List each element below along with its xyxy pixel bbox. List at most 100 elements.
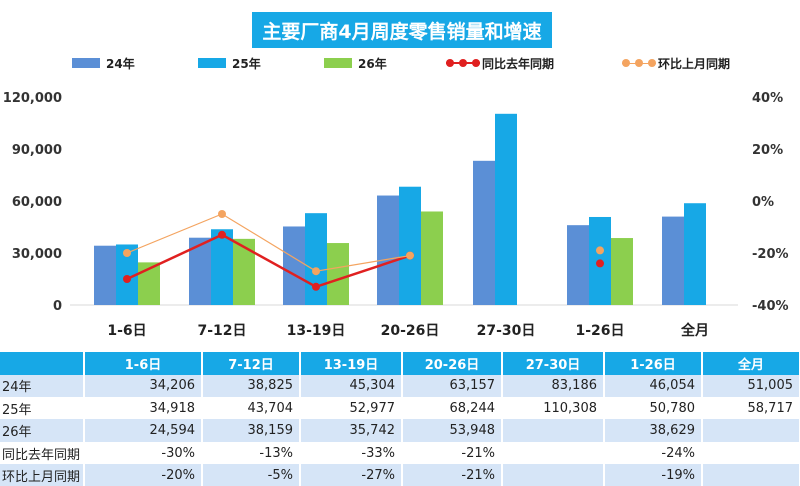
table-cell: 50,780 xyxy=(604,397,703,421)
legend-swatch-26 xyxy=(324,58,352,68)
point-环比上月同期 xyxy=(218,210,226,218)
table-cell: 38,825 xyxy=(202,375,301,398)
data-table: 1-6日 7-12日 13-19日 20-26日 27-30日 1-26日 全月… xyxy=(0,352,800,486)
legend-marker-mom xyxy=(622,56,656,70)
bar-26年 xyxy=(138,262,160,305)
table-cell: 52,977 xyxy=(300,397,403,421)
x-tick-label: 全月 xyxy=(680,322,709,339)
table-row: 26年 24,594 38,159 35,742 53,948 38,629 xyxy=(0,419,800,443)
table-header-cell: 1-26日 xyxy=(604,352,703,375)
table-cell: 38,159 xyxy=(202,419,301,443)
table-cell: 110,308 xyxy=(502,397,605,421)
table-cell: 63,157 xyxy=(402,375,503,398)
point-同比去年同期 xyxy=(596,259,604,268)
x-tick-label: 13-19日 xyxy=(287,323,346,339)
legend-item-24: 24年 xyxy=(72,55,135,71)
legend-swatch-24 xyxy=(72,58,100,68)
table-header-cell: 13-19日 xyxy=(300,352,403,375)
point-环比上月同期 xyxy=(406,251,414,260)
table-cell: -5% xyxy=(202,464,301,486)
bar-25年 xyxy=(399,186,421,305)
bar-24年 xyxy=(567,225,589,305)
bar-24年 xyxy=(473,160,495,305)
table-cell: 35,742 xyxy=(300,419,403,443)
point-环比上月同期 xyxy=(596,246,604,255)
table-row: 25年 34,918 43,704 52,977 68,244 110,308 … xyxy=(0,397,800,421)
bar-26年 xyxy=(611,238,633,305)
x-tick-label: 27-30日 xyxy=(477,323,536,339)
table-cell: 83,186 xyxy=(502,375,605,398)
bar-25年 xyxy=(116,244,138,305)
point-同比去年同期 xyxy=(218,230,226,239)
legend-label-yoy: 同比去年同期 xyxy=(482,56,555,71)
bar-24年 xyxy=(377,195,399,305)
legend-label-26: 26年 xyxy=(358,56,387,71)
table-row: 环比上月同期 -20% -5% -27% -21% -19% xyxy=(0,464,800,486)
x-tick-label: 20-26日 xyxy=(381,323,440,339)
y-left-tick-label: 30,000 xyxy=(12,247,62,262)
row-label: 24年 xyxy=(0,375,85,398)
chart-plot: 0 30,000 60,000 90,000 120,000 -40% -20% 0% 20% 4… xyxy=(3,91,789,339)
point-同比去年同期 xyxy=(123,275,131,283)
y-left-tick-label: 60,000 xyxy=(12,195,62,210)
table-cell: 51,005 xyxy=(702,375,800,398)
table-header-cell: 27-30日 xyxy=(502,352,605,375)
table-cell: 43,704 xyxy=(202,397,301,421)
table-cell xyxy=(502,419,605,443)
y-right-tick-label: -40% xyxy=(752,299,789,314)
bar-24年 xyxy=(189,237,211,305)
legend-item-25: 25年 xyxy=(198,55,261,71)
point-环比上月同期 xyxy=(312,267,320,276)
row-label: 25年 xyxy=(0,397,85,421)
bar-26年 xyxy=(327,243,349,305)
y-left-tick-label: 0 xyxy=(53,299,62,314)
y-left-tick-label: 120,000 xyxy=(3,91,62,106)
table-cell: -13% xyxy=(202,442,301,466)
table-cell xyxy=(502,442,605,466)
bar-25年 xyxy=(211,229,233,305)
x-tick-label: 7-12日 xyxy=(197,323,246,339)
table-cell: -21% xyxy=(402,442,503,466)
legend-swatch-25 xyxy=(198,58,226,68)
point-环比上月同期 xyxy=(123,249,131,257)
row-label: 环比上月同期 xyxy=(0,464,85,486)
x-tick-label: 1-6日 xyxy=(107,323,146,339)
legend-item-mom: 环比上月同期 xyxy=(622,55,730,71)
table-header-cell: 1-6日 xyxy=(84,352,203,375)
table-cell: 46,054 xyxy=(604,375,703,398)
bar-24年 xyxy=(662,216,684,305)
table-cell: 53,948 xyxy=(402,419,503,443)
table-cell: 58,717 xyxy=(702,397,800,421)
row-label: 26年 xyxy=(0,419,85,443)
point-同比去年同期 xyxy=(312,282,320,291)
y-right-tick-label: 20% xyxy=(752,143,783,158)
legend-item-yoy: 同比去年同期 xyxy=(446,55,554,71)
table-row: 24年 34,206 38,825 45,304 63,157 83,186 4… xyxy=(0,375,800,398)
chart-title: 主要厂商4月周度零售销量和增速 xyxy=(252,12,552,48)
row-label: 同比去年同期 xyxy=(0,442,85,466)
bar-25年 xyxy=(305,213,327,305)
table-corner xyxy=(0,352,85,375)
y-left-tick-label: 90,000 xyxy=(12,143,62,158)
legend-item-26: 26年 xyxy=(324,55,387,71)
table-cell: 45,304 xyxy=(300,375,403,398)
table-header-cell: 20-26日 xyxy=(402,352,503,375)
line-环比上月同期 xyxy=(126,213,411,272)
table-cell: -30% xyxy=(84,442,203,466)
bar-25年 xyxy=(684,203,706,305)
table-cell: 34,918 xyxy=(84,397,203,421)
bar-25年 xyxy=(495,113,517,305)
bar-24年 xyxy=(283,226,305,305)
table-cell xyxy=(702,419,800,443)
x-tick-label: 1-26日 xyxy=(575,323,624,339)
table-header-row: 1-6日 7-12日 13-19日 20-26日 27-30日 1-26日 全月 xyxy=(0,352,800,375)
y-right-tick-label: 0% xyxy=(752,195,774,210)
table-cell: 68,244 xyxy=(402,397,503,421)
legend-label-25: 25年 xyxy=(232,56,261,71)
table-header-cell: 7-12日 xyxy=(202,352,301,375)
legend-label-mom: 环比上月同期 xyxy=(658,56,731,71)
y-right-tick-label: -20% xyxy=(752,247,789,262)
table-cell: 34,206 xyxy=(84,375,203,398)
table-cell: -33% xyxy=(300,442,403,466)
legend-label-24: 24年 xyxy=(106,56,135,71)
